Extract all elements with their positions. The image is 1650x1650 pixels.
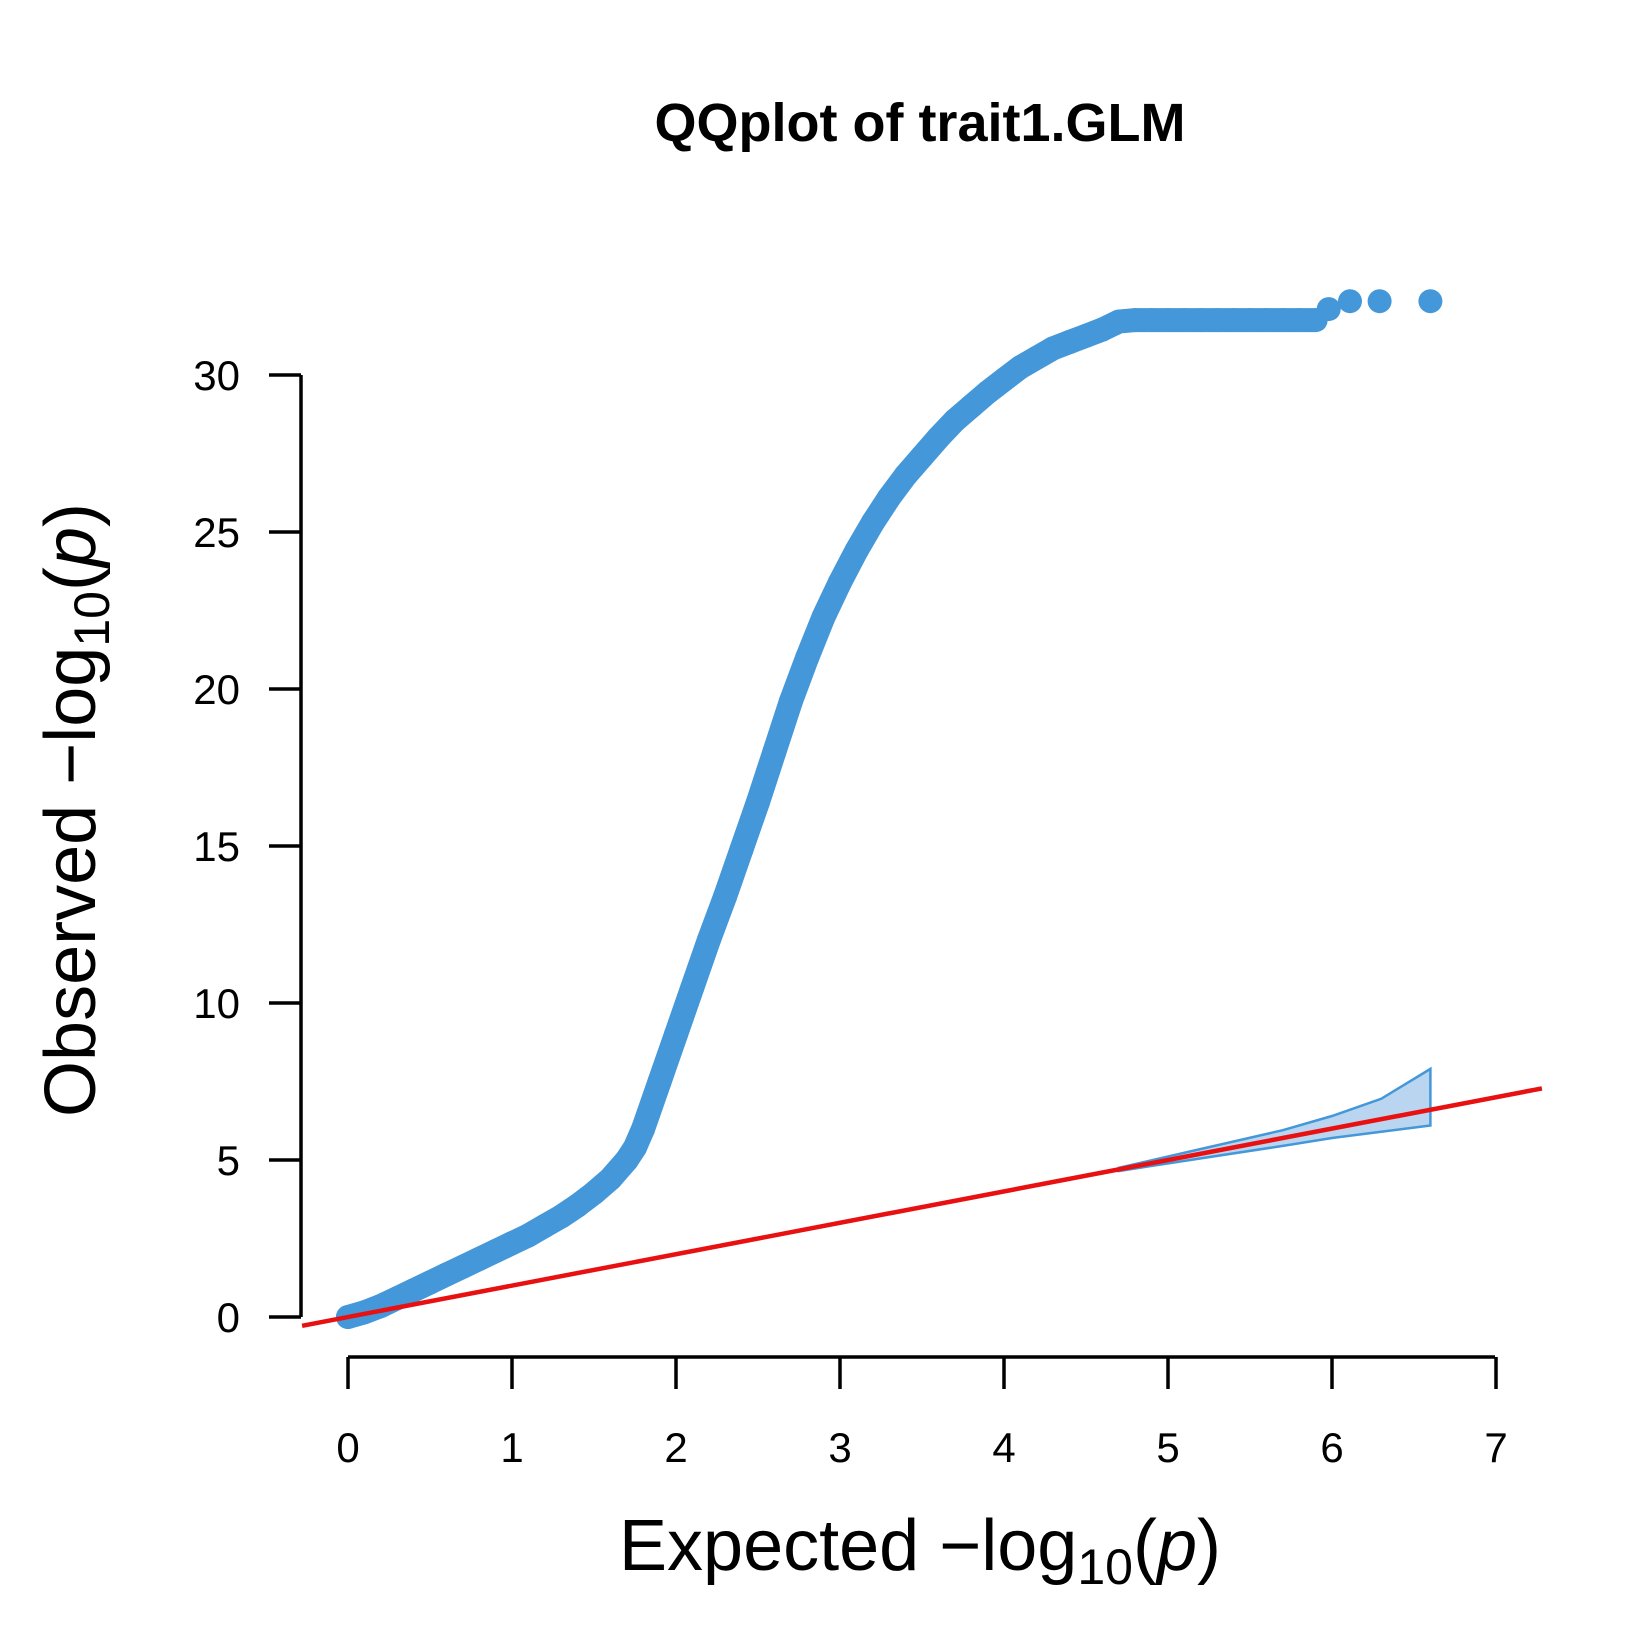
y-axis-title-text: Observed [31, 785, 111, 1117]
data-point [893, 463, 918, 488]
data-point [623, 1135, 647, 1160]
x-tick-label: 0 [336, 1424, 359, 1471]
data-point [992, 367, 1016, 392]
reference-line-layer [301, 1086, 1543, 1329]
data-point [1123, 308, 1148, 333]
data-point [1270, 308, 1295, 333]
x-tick-label: 1 [500, 1424, 523, 1471]
x-axis-title-text: Expected [619, 1506, 939, 1586]
data-point [1287, 308, 1312, 333]
y-axis-title-paren-close: ) [31, 503, 111, 527]
x-axis-title-paren-open: ( [1133, 1506, 1157, 1586]
y-tick-label: 10 [193, 980, 240, 1027]
data-point [696, 928, 721, 953]
data-point [910, 444, 934, 469]
y-axis-title-sub: 10 [64, 591, 120, 647]
y-tick-label: 5 [217, 1137, 240, 1184]
data-point [680, 975, 705, 1000]
data-point [942, 408, 967, 433]
data-point [565, 1193, 590, 1218]
data-point [631, 1116, 656, 1141]
data-point [1338, 289, 1362, 314]
data-point [926, 425, 951, 450]
data-point [598, 1166, 623, 1191]
data-point [844, 538, 869, 563]
data-point [828, 570, 852, 595]
y-axis-title-log: −log [31, 647, 111, 785]
y-ticks: 0 5 10 15 20 25 30 [193, 352, 301, 1341]
x-tick-label: 2 [664, 1424, 687, 1471]
data-point [1316, 297, 1341, 322]
data-point [582, 1181, 606, 1205]
x-tick-label: 3 [828, 1424, 851, 1471]
reference-line [301, 1086, 1543, 1329]
data-point [1254, 308, 1279, 333]
observed-points-ribbon [336, 308, 1328, 1329]
data-point [877, 485, 902, 510]
points-layer [336, 289, 1443, 1329]
data-point [1139, 308, 1164, 333]
data-point [1156, 308, 1180, 333]
x-axis-title-log: −log [939, 1506, 1077, 1586]
data-point [729, 837, 754, 862]
data-point [664, 1022, 688, 1047]
data-point [1205, 308, 1230, 333]
data-point [795, 645, 820, 670]
x-axis-title-sub: 10 [1077, 1539, 1133, 1595]
data-point [860, 510, 885, 535]
data-point [959, 394, 984, 419]
data-point [1172, 308, 1197, 333]
y-tick-label: 0 [217, 1294, 240, 1341]
y-axis-title-var: p [31, 527, 111, 569]
y-tick-label: 15 [193, 823, 240, 870]
data-point [975, 380, 1000, 405]
x-axis-title: Expected −log10(p) [619, 1506, 1221, 1595]
chart-title: QQplot of trait1.GLM [655, 93, 1186, 153]
y-tick-label: 30 [193, 352, 240, 399]
y-axis-title: Observed −log10(p) [31, 503, 120, 1117]
data-point [778, 689, 803, 714]
x-axis-title-var: p [1155, 1506, 1197, 1586]
x-tick-label: 5 [1156, 1424, 1179, 1471]
data-point [1367, 289, 1392, 314]
data-point [746, 790, 770, 814]
x-tick-label: 6 [1320, 1424, 1343, 1471]
data-point [1188, 308, 1213, 333]
data-point [713, 884, 738, 909]
y-axis-title-paren-open: ( [31, 567, 111, 591]
data-point [1238, 308, 1262, 333]
data-point [762, 739, 787, 764]
x-axis-title-paren-close: ) [1197, 1506, 1221, 1586]
data-point [811, 604, 836, 629]
data-point [647, 1069, 672, 1094]
x-tick-label: 4 [992, 1424, 1015, 1471]
data-point [1221, 308, 1246, 333]
y-tick-label: 25 [193, 509, 240, 556]
x-tick-label: 7 [1484, 1424, 1507, 1471]
y-tick-label: 20 [193, 666, 240, 713]
x-ticks: 0 1 2 3 4 5 6 7 [336, 1357, 1508, 1471]
data-point [1418, 289, 1443, 314]
